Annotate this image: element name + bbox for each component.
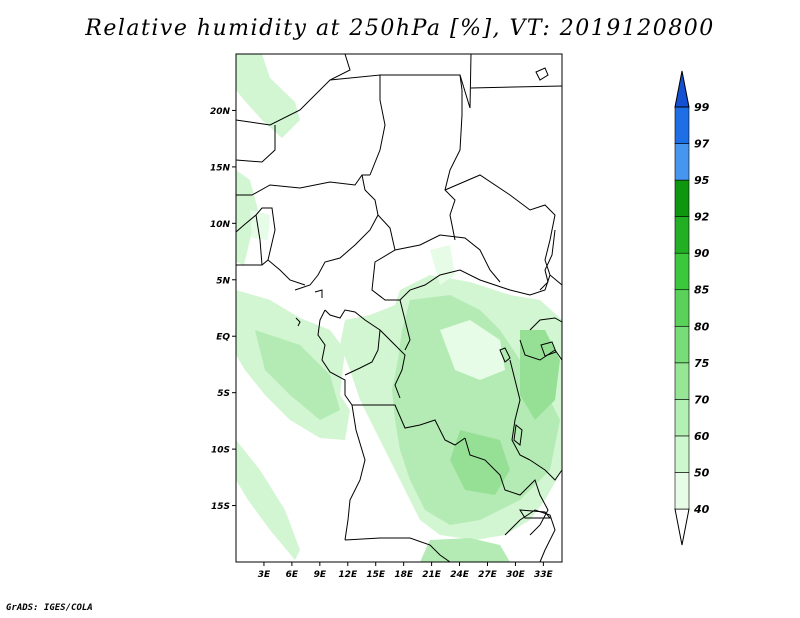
lon-label: 21E	[422, 570, 442, 580]
lat-label: 15S	[211, 502, 230, 512]
lon-label: 6E	[286, 570, 299, 580]
lat-label: EQ	[216, 333, 230, 343]
colorbar-label: 40	[693, 503, 710, 516]
colorbar-segment	[674, 362, 690, 400]
lat-label: 5N	[216, 276, 230, 286]
lat-label: 15N	[210, 163, 231, 173]
colorbar-segment	[674, 435, 690, 473]
lon-label: 30E	[506, 570, 526, 580]
colorbar-label: 92	[694, 211, 710, 224]
colorbar-low-triangle	[674, 508, 690, 546]
lat-label: 10S	[211, 446, 230, 456]
chart-title: Relative humidity at 250hPa [%], VT: 201…	[85, 16, 715, 41]
lat-label: 5S	[217, 389, 230, 399]
colorbar-segment	[674, 472, 690, 510]
lon-label: 15E	[366, 570, 386, 580]
colorbar-segment	[674, 106, 690, 144]
grads-credit: GrADS: IGES/COLA	[6, 603, 93, 613]
lon-label: 27E	[478, 570, 498, 580]
colorbar-label: 85	[694, 284, 710, 297]
lat-label: 10N	[210, 220, 231, 230]
lon-label: 3E	[258, 570, 271, 580]
lat-label: 20N	[210, 107, 231, 117]
map-frame	[235, 53, 563, 563]
colorbar-segment	[674, 325, 690, 364]
colorbar-segment	[674, 143, 690, 181]
colorbar-label: 97	[694, 138, 710, 151]
colorbar: 40 50 60 70 75 80 85 90 92 95 97 99	[674, 70, 710, 546]
colorbar-segment	[674, 399, 690, 437]
country-borders	[235, 53, 563, 563]
colorbar-label: 70	[694, 393, 710, 406]
colorbar-label: 80	[694, 320, 710, 333]
lon-label: 12E	[338, 570, 358, 580]
humidity-shading	[236, 54, 562, 562]
colorbar-segment	[674, 179, 690, 217]
colorbar-label: 75	[694, 357, 710, 370]
colorbar-label: 95	[694, 174, 710, 187]
colorbar-label: 50	[694, 466, 710, 479]
longitude-axis: 3E 6E 9E 12E 15E 18E 21E 24E 27E 30E 33E	[258, 562, 554, 580]
colorbar-segment	[674, 252, 690, 291]
colorbar-segment	[674, 289, 690, 327]
colorbar-label: 60	[694, 430, 710, 443]
colorbar-high-triangle	[674, 70, 690, 108]
lon-label: 33E	[534, 570, 554, 580]
colorbar-label: 90	[694, 247, 710, 260]
lon-label: 24E	[450, 570, 470, 580]
colorbar-segment	[674, 216, 690, 254]
lon-label: 9E	[314, 570, 327, 580]
colorbar-label: 99	[694, 101, 710, 114]
lon-label: 18E	[394, 570, 414, 580]
latitude-axis: 20N 15N 10N 5N EQ 5S 10S 15S	[210, 107, 236, 512]
